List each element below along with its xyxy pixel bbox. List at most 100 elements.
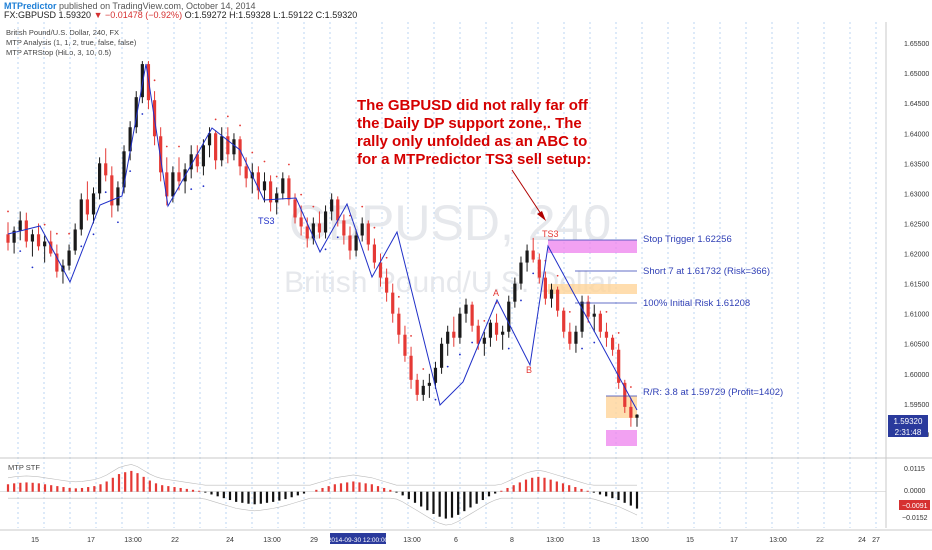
atr-stop-dot <box>373 226 376 229</box>
price-tick-label: 1.62500 <box>904 221 929 228</box>
legend-indicator-analysis[interactable]: MTP Analysis (1, 1, 2, true, false, fals… <box>6 38 137 47</box>
candle-body <box>275 193 279 203</box>
candle-body <box>305 226 309 239</box>
atr-stop-dot <box>605 310 608 313</box>
candle-body <box>293 199 297 218</box>
atr-stop-dot <box>43 223 46 226</box>
atr-stop-dot <box>617 332 620 334</box>
candle-body <box>476 325 480 344</box>
price-tick-label: 1.65500 <box>904 41 929 48</box>
time-tick-label: 13:00 <box>769 537 787 544</box>
annotation-arrow-shaft <box>511 169 544 218</box>
candle-body <box>617 349 621 383</box>
atr-stop-dot <box>422 368 425 370</box>
atr-stop-dot <box>300 193 303 196</box>
stop-trigger-zone <box>548 240 637 253</box>
time-tick-label: 15 <box>31 537 39 544</box>
symbol-name[interactable]: FX:GBPUSD <box>4 10 57 20</box>
candle-body <box>6 234 10 243</box>
candle-body <box>556 289 560 311</box>
candle-body <box>256 172 260 191</box>
osc-current-text: −0.0091 <box>902 503 928 510</box>
annotation-layer: The GBPUSD did not rally far off the Dai… <box>357 97 591 221</box>
time-axis[interactable]: 15 17 13:00 22 24 13:00 29 2014-09-30 12:00:00 1… <box>31 537 880 544</box>
price-tick-label: 1.62000 <box>904 252 929 259</box>
candle-body <box>73 229 77 251</box>
candle-body <box>128 127 132 152</box>
legend-title[interactable]: British Pound/U.S. Dollar, 240, FX <box>6 28 119 37</box>
atr-stop-dot <box>190 188 193 191</box>
time-tick-label: 24 <box>226 537 234 544</box>
osc-tick-bottom: −0.0152 <box>902 515 928 522</box>
legend-indicator-atrstop[interactable]: MTP ATRStop (HiLo, 3, 10, 0.5) <box>6 48 112 57</box>
candle-body <box>562 310 566 332</box>
candle-body <box>629 406 633 418</box>
candle-body <box>354 235 358 251</box>
pattern-label-b: B <box>526 365 532 375</box>
candle-body <box>580 301 584 332</box>
time-tick-label: 13:00 <box>546 537 564 544</box>
price-tick-label: 1.63000 <box>904 191 929 198</box>
candle-body <box>635 414 639 418</box>
price-tick-label: 1.64500 <box>904 101 929 108</box>
candle-body <box>427 382 431 386</box>
chart-header: MTPredictor published on TradingView.com… <box>0 0 932 20</box>
candle-body <box>403 334 407 356</box>
atr-stop-dot <box>117 221 119 224</box>
candle-body <box>116 187 120 206</box>
candle-body <box>507 301 511 332</box>
candle-body <box>140 64 144 98</box>
atr-stop-dot <box>324 248 327 251</box>
candle-body <box>330 199 334 212</box>
watermark-name: British Pound/U.S. Dollar <box>284 266 616 299</box>
candle-body <box>568 331 572 344</box>
annotation-arrow-head <box>537 211 546 221</box>
atr-stop-dot <box>446 365 449 368</box>
candle-body <box>439 343 444 368</box>
countdown-badge <box>888 426 928 437</box>
atr-stop-dot <box>471 341 474 344</box>
candle-body <box>24 220 28 242</box>
candle-body <box>244 166 248 179</box>
atr-stop-dot <box>556 274 559 277</box>
stop-trigger-label: Stop Trigger 1.62256 <box>643 234 732 245</box>
candle-body <box>385 277 389 293</box>
risk-reward-label: R/R: 3.8 at 1.59729 (Profit=1402) <box>643 387 783 398</box>
atr-stop-dot <box>7 210 9 213</box>
candle-body <box>501 331 505 335</box>
publisher-name[interactable]: MTPredictor <box>4 1 57 11</box>
candle-body <box>549 289 554 299</box>
levels-layer: Stop Trigger 1.62256 Short 7 at 1.61732 … <box>548 234 783 398</box>
time-tick-label: 29 <box>310 537 318 544</box>
atr-stop-dot <box>385 256 388 259</box>
atr-stop-dot <box>129 170 132 173</box>
candle-body <box>531 250 535 260</box>
atr-stop-dot <box>275 175 278 178</box>
oscillator-title[interactable]: MTP STF <box>8 463 40 472</box>
atr-stop-dot <box>226 115 229 118</box>
candle-body <box>201 145 206 167</box>
oscillator-layer <box>0 464 886 526</box>
time-tick-label: 13:00 <box>403 537 421 544</box>
time-tick-label: 22 <box>171 537 179 544</box>
atr-stop-dot <box>568 310 571 313</box>
entry-zone <box>548 284 637 294</box>
atr-stop-dot <box>19 250 22 253</box>
ohlc-values: O:1.59272 H:1.59328 L:1.59122 C:1.59320 <box>184 10 358 20</box>
candle-body <box>177 172 181 182</box>
osc-upper-band <box>7 464 637 486</box>
price-axis[interactable]: 1.65500 1.65000 1.64500 1.64000 1.63500 1.630… <box>885 22 929 528</box>
atr-stop-dot <box>410 335 412 337</box>
atr-stop-dot <box>153 79 156 82</box>
atr-stop-dot <box>239 124 241 127</box>
candle-body <box>452 331 456 338</box>
candle-body <box>134 97 138 128</box>
atr-stop-dot <box>178 145 180 148</box>
grid-layer <box>17 22 877 528</box>
candle-body <box>342 220 346 236</box>
short-entry-label: Short 7 at 1.61732 (Risk=366) <box>643 266 770 277</box>
atr-stop-dot <box>31 266 34 269</box>
candle-body <box>12 230 16 243</box>
time-tick-label: 27 <box>872 537 880 544</box>
